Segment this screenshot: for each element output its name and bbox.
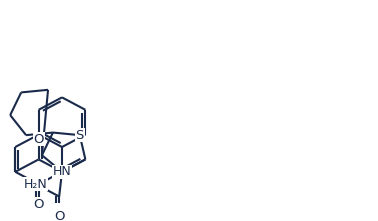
Text: O: O [33, 133, 44, 146]
Text: H₂N: H₂N [24, 178, 48, 191]
Text: O: O [33, 198, 44, 211]
Text: HN: HN [53, 165, 71, 178]
Text: S: S [76, 129, 84, 142]
Text: O: O [57, 165, 67, 178]
Text: O: O [54, 210, 64, 221]
